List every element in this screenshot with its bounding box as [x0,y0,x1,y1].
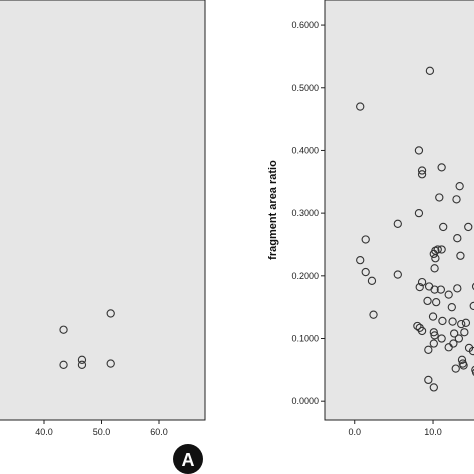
right-y-axis-title: fragment area ratio [267,160,279,260]
data-point [437,163,446,172]
data-point [471,282,474,291]
data-point [464,222,473,232]
y-tick-label: 0.5000 [291,83,319,93]
data-point [450,329,459,338]
panel-badge: A [173,444,203,474]
data-point [439,222,448,232]
y-tick-label: 0.1000 [291,334,319,344]
y-tick-label: 0.0000 [291,396,319,406]
data-point [417,170,427,179]
data-point [456,251,465,260]
data-point [454,334,464,343]
data-point [444,290,453,299]
data-point [77,355,87,364]
x-tick-label: 40.0 [35,427,53,437]
y-tick-label: 0.3000 [291,208,319,218]
data-point [437,334,446,343]
data-point [106,309,115,318]
data-point [413,321,422,331]
data-point [438,316,447,326]
data-point [361,235,370,244]
left-panel: 40.0 50.0 60.0 [0,0,206,437]
data-point [59,360,68,369]
data-point [468,346,474,356]
data-point [429,339,438,348]
data-point [437,245,446,254]
data-point [429,383,438,392]
y-tick-label: 0.2000 [291,271,319,281]
data-point [423,296,432,306]
data-point [430,264,439,273]
data-point [429,249,438,259]
data-point [59,325,68,334]
data-point [417,166,427,175]
data-point [460,328,469,337]
data-point [106,359,115,368]
data-point [417,326,427,336]
data-point [429,328,438,337]
data-point [461,318,471,327]
data-point [451,364,460,373]
data-point [444,343,453,352]
data-point [414,208,424,218]
data-point [369,310,378,319]
data-point [367,276,377,285]
x-tick-label: 10.0 [424,427,442,437]
data-point [436,285,446,294]
data-point [453,284,462,293]
data-point [356,102,365,111]
right-plot-area [324,0,474,421]
data-point [393,270,402,279]
data-point [453,234,462,243]
data-point [356,255,365,265]
left-plot-area [0,0,206,421]
data-point [432,297,441,307]
data-point [415,282,424,292]
data-point [471,368,474,376]
y-tick-label: 0.6000 [291,20,319,30]
data-point [430,285,439,294]
left-scatter-points [59,309,115,369]
right-y-axis: 0.0000 0.1000 0.2000 0.3000 0.4000 0.5000 0.60… [291,20,325,406]
data-point [435,193,444,202]
data-point [428,312,438,321]
panel-badge-circle [173,444,203,474]
left-x-axis: 40.0 50.0 60.0 [35,420,168,437]
data-point [417,277,427,287]
data-point [455,182,464,191]
data-point [393,219,402,228]
data-point [425,66,435,75]
panel-badge-label: A [182,450,195,470]
x-tick-label: 60.0 [150,427,168,437]
data-point [414,146,424,155]
data-point [430,331,439,340]
x-tick-label: 50.0 [93,427,111,437]
right-x-axis: 0.0 10.0 [348,420,442,437]
data-point [431,254,440,263]
data-point [457,319,466,329]
data-point [448,317,457,326]
data-point [77,360,87,369]
data-point [447,303,456,312]
data-point [424,345,433,354]
right-panel: 0.0000 0.1000 0.2000 0.3000 0.4000 0.5000 0.60… [267,0,474,437]
data-point [452,195,461,204]
data-point [471,365,474,374]
data-point [361,267,370,277]
y-tick-label: 0.4000 [291,145,319,155]
data-point [457,355,467,364]
x-tick-label: 0.0 [348,427,361,437]
data-point [459,361,468,370]
data-point [424,375,433,385]
